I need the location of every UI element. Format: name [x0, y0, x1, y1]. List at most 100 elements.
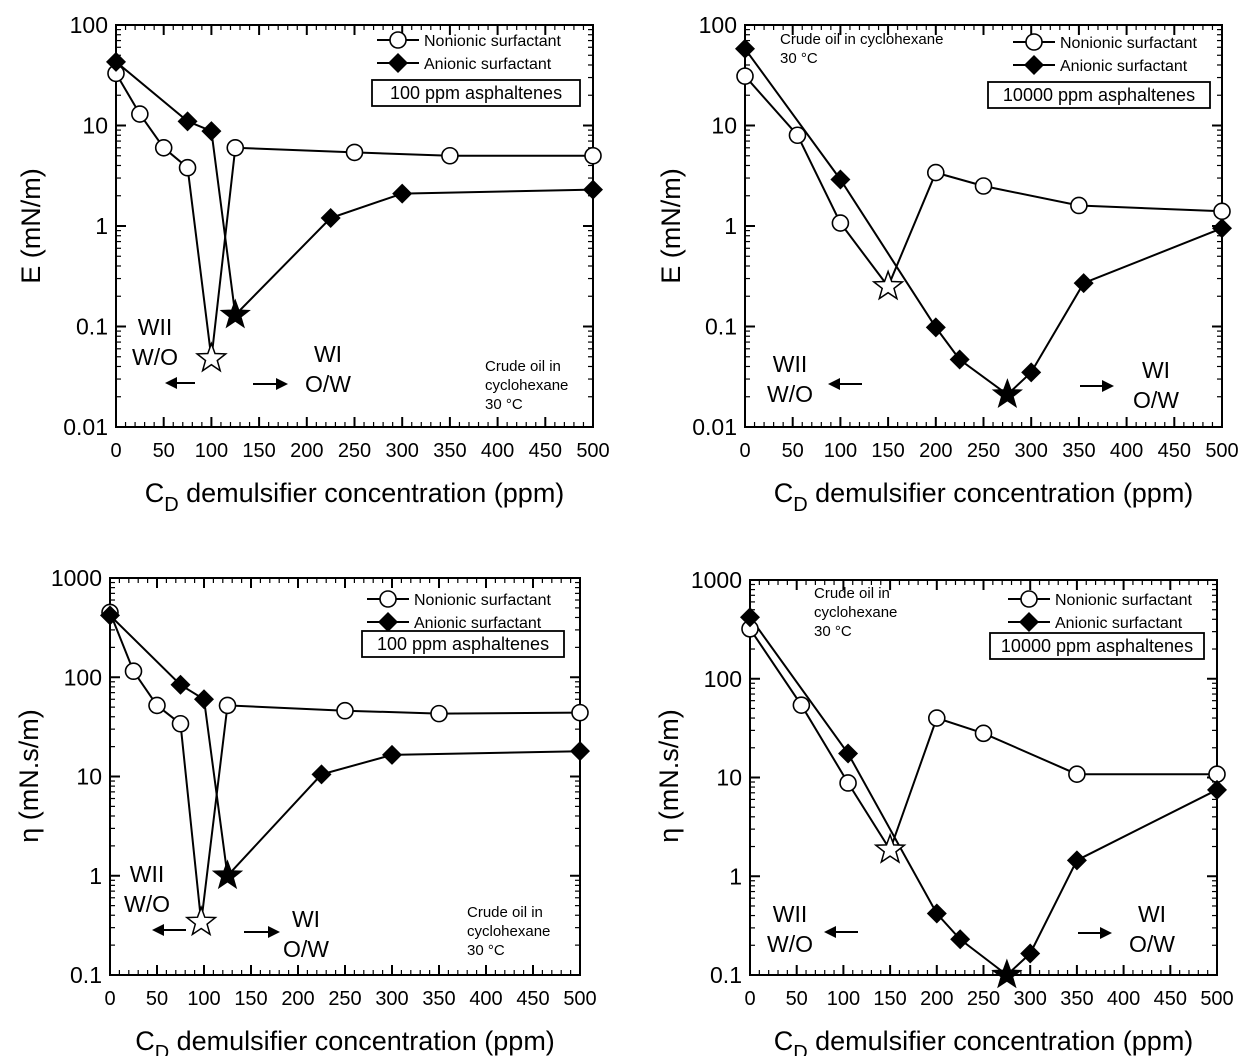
data-point-diamond: [320, 208, 341, 229]
data-point-circle: [171, 714, 190, 733]
x-tick-label: 100: [824, 440, 857, 462]
region-wii-label: WII: [138, 314, 173, 340]
chart-panel-bottom-left: 0.1 1 10 100 1000 0 50 100 150 200 250 300 350 400 450…: [14, 565, 597, 1056]
x-tick-label: 450: [516, 988, 549, 1010]
x-tick-label: 50: [782, 440, 804, 462]
x-axis-label-rest: demulsifier concentration (ppm): [808, 1026, 1194, 1056]
legend-label: Nonionic surfactant: [414, 592, 552, 609]
x-tick-label: 150: [234, 988, 267, 1010]
data-point-circle: [218, 696, 237, 715]
legend-marker: [1024, 55, 1044, 75]
region-wi-label: WI: [314, 341, 342, 367]
data-point-star-open: [195, 341, 228, 373]
x-tick-label: 200: [920, 988, 953, 1010]
x-tick-label: 0: [744, 988, 755, 1010]
data-point-circle: [131, 105, 149, 123]
region-wo-label: W/O: [767, 381, 813, 407]
arrow-left-bl-head: [152, 924, 164, 936]
annotation-crude-oil: 30 °C: [814, 623, 852, 640]
legend: Nonionic surfactant Anionic surfactant 100…: [371, 31, 581, 107]
legend-marker: [389, 31, 407, 49]
data-point-star-filled: [991, 378, 1023, 408]
legend-label: Nonionic surfactant: [1060, 35, 1198, 52]
y-tick-label: 0.1: [710, 962, 742, 988]
chart-panel-bottom-right: 0.1 1 10 100 1000 0 50 100 150 200 250 300 350 400 450…: [654, 567, 1234, 1056]
arrow-left-tr-head: [828, 378, 840, 390]
data-point-circle: [1208, 765, 1226, 783]
data-point-diamond: [735, 38, 755, 59]
region-wi-label: WI: [292, 906, 320, 932]
x-tick-label: 350: [1060, 988, 1093, 1010]
x-axis-label-subscript: D: [793, 1042, 807, 1056]
data-point-diamond: [1066, 850, 1087, 871]
series-line-diamond: [744, 48, 1223, 396]
data-point-circle: [839, 774, 857, 792]
y-axis-label: E (mN/m): [16, 168, 46, 283]
x-tick-label: 400: [481, 440, 514, 462]
annotation-crude-oil: cyclohexane: [485, 377, 568, 394]
x-axis-label: CD demulsifier concentration (ppm): [774, 1026, 1194, 1056]
arrow-right-tl-head: [276, 378, 288, 390]
data-point-diamond: [926, 903, 947, 924]
data-point-diamond: [583, 179, 603, 200]
data-point-diamond: [1021, 362, 1042, 383]
arrow-right-br-head: [1100, 927, 1112, 939]
x-tick-label: 400: [1110, 440, 1143, 462]
data-point-diamond: [949, 349, 970, 370]
y-tick-label: 10: [716, 765, 742, 791]
legend-asphaltenes-box: [987, 81, 1211, 109]
data-point-diamond: [570, 741, 590, 762]
x-tick-label: 500: [563, 988, 596, 1010]
x-tick-label: 350: [433, 440, 466, 462]
arrow-left-tl-head: [165, 377, 177, 389]
y-tick-label: 0.1: [76, 314, 108, 340]
x-axis-label-main: C: [774, 1026, 794, 1056]
region-wii-label: WII: [130, 861, 165, 887]
data-point-diamond: [950, 929, 971, 950]
x-tick-label: 0: [110, 440, 121, 462]
x-tick-label: 300: [375, 988, 408, 1010]
legend-marker: [1025, 33, 1043, 51]
x-tick-label: 250: [967, 440, 1000, 462]
data-point-diamond: [830, 169, 851, 190]
x-tick-label: 100: [187, 988, 220, 1010]
data-point-circle: [1068, 765, 1086, 783]
x-tick-label: 50: [786, 988, 808, 1010]
x-axis-label-subscript: D: [793, 494, 807, 516]
x-tick-label: 350: [1062, 440, 1095, 462]
region-wii-label: WII: [773, 901, 808, 927]
legend-asphaltenes-box: [371, 79, 581, 107]
arrow-right-tr-head: [1102, 380, 1114, 392]
x-tick-label: 400: [469, 988, 502, 1010]
data-point-diamond: [170, 674, 191, 695]
data-point-circle: [441, 146, 459, 165]
y-axis-label: η (mN.s/m): [654, 709, 684, 842]
data-point-star-open: [184, 905, 218, 937]
annotation-crude-oil: Crude oil in: [485, 358, 561, 375]
x-tick-label: 500: [1200, 988, 1233, 1010]
legend-asphaltenes-label: 100 ppm asphaltenes: [377, 634, 549, 654]
x-tick-label: 200: [281, 988, 314, 1010]
x-tick-label: 450: [1154, 988, 1187, 1010]
annotation-crude-oil: 30 °C: [780, 50, 818, 67]
annotation-crude-oil: cyclohexane: [467, 923, 550, 940]
x-tick-label: 250: [328, 988, 361, 1010]
y-tick-label: 100: [699, 12, 737, 38]
annotation-crude-oil: 30 °C: [467, 942, 505, 959]
x-tick-label: 500: [1205, 440, 1238, 462]
arrow-right-bl-head: [268, 926, 280, 938]
data-point-diamond: [1073, 273, 1094, 294]
series-line-diamond: [749, 616, 1218, 977]
legend-marker: [378, 612, 398, 632]
region-ow-label: O/W: [1129, 931, 1175, 957]
data-point-circle: [926, 163, 945, 182]
x-tick-label: 50: [146, 988, 168, 1010]
legend-asphaltenes-box: [361, 630, 565, 658]
annotation-crude-oil: Crude oil in: [814, 585, 890, 602]
y-tick-label: 1000: [691, 567, 742, 593]
legend-label: Nonionic surfactant: [1055, 592, 1193, 609]
y-axis-label: η (mN.s/m): [14, 709, 44, 842]
legend: Nonionic surfactant Anionic surfactant 100…: [361, 590, 565, 658]
x-axis-label-rest: demulsifier concentration (ppm): [808, 478, 1194, 508]
